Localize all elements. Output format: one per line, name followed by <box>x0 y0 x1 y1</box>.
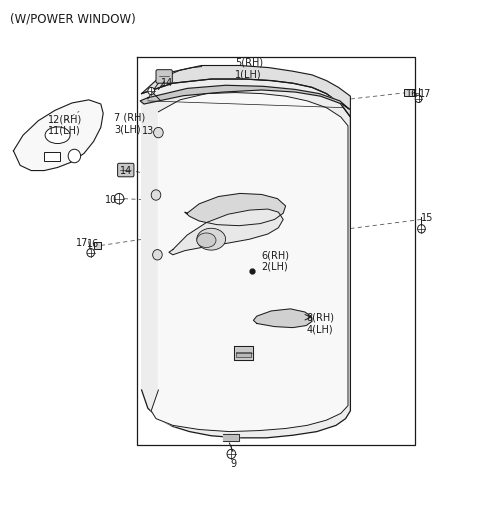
Text: 17: 17 <box>76 238 88 248</box>
Polygon shape <box>140 85 349 109</box>
Bar <box>236 352 251 357</box>
Text: (W/POWER WINDOW): (W/POWER WINDOW) <box>10 13 135 26</box>
Circle shape <box>227 449 236 459</box>
Polygon shape <box>142 66 350 117</box>
Text: 12(RH)
11(LH): 12(RH) 11(LH) <box>48 114 82 136</box>
FancyBboxPatch shape <box>118 163 134 177</box>
Ellipse shape <box>197 228 226 250</box>
FancyBboxPatch shape <box>156 70 172 83</box>
Text: 13: 13 <box>142 126 154 136</box>
Ellipse shape <box>45 127 70 144</box>
Polygon shape <box>223 434 239 441</box>
Text: 17: 17 <box>419 88 431 99</box>
Bar <box>404 89 414 96</box>
Polygon shape <box>151 93 348 432</box>
Text: 14: 14 <box>120 165 132 176</box>
Circle shape <box>68 149 81 163</box>
Text: 14: 14 <box>161 78 173 88</box>
Circle shape <box>87 249 95 257</box>
Circle shape <box>415 95 422 102</box>
Circle shape <box>151 190 161 200</box>
Circle shape <box>148 87 155 95</box>
Circle shape <box>114 193 124 204</box>
Bar <box>94 242 101 249</box>
Polygon shape <box>253 309 312 328</box>
Text: 9: 9 <box>230 459 237 469</box>
Circle shape <box>153 250 162 260</box>
Polygon shape <box>169 209 283 255</box>
Polygon shape <box>234 346 253 360</box>
Polygon shape <box>142 79 350 438</box>
Text: 15: 15 <box>421 213 434 224</box>
Text: 8(RH)
4(LH): 8(RH) 4(LH) <box>306 313 334 334</box>
Text: 10: 10 <box>105 194 117 205</box>
Text: 5(RH)
1(LH): 5(RH) 1(LH) <box>235 58 264 80</box>
Text: 6(RH)
2(LH): 6(RH) 2(LH) <box>262 250 289 272</box>
Polygon shape <box>13 100 103 171</box>
Bar <box>44 152 60 161</box>
Text: 7 (RH)
3(LH): 7 (RH) 3(LH) <box>114 113 145 135</box>
Ellipse shape <box>197 233 216 248</box>
Polygon shape <box>185 193 286 226</box>
Text: 16: 16 <box>406 88 418 99</box>
Circle shape <box>154 127 163 138</box>
Text: 16: 16 <box>87 239 100 249</box>
Circle shape <box>418 225 425 233</box>
